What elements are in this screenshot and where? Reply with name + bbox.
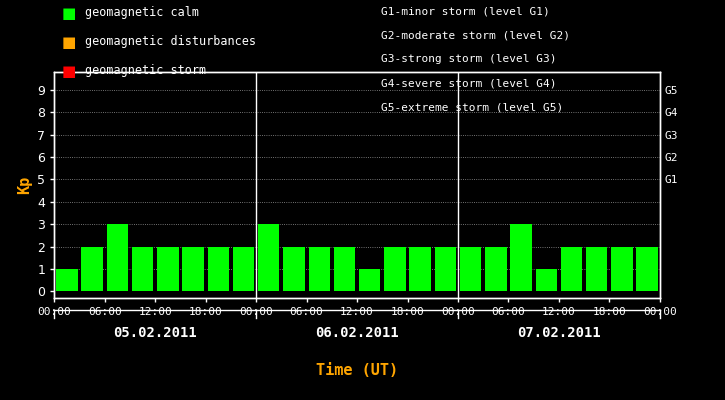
- Y-axis label: Kp: Kp: [17, 176, 32, 194]
- Text: G4-severe storm (level G4): G4-severe storm (level G4): [381, 78, 556, 88]
- Text: 05.02.2011: 05.02.2011: [113, 326, 197, 340]
- Bar: [536, 269, 557, 291]
- Bar: [107, 224, 128, 291]
- Text: geomagnetic storm: geomagnetic storm: [85, 64, 206, 77]
- Text: ■: ■: [62, 6, 76, 21]
- Bar: [283, 246, 304, 291]
- Bar: [586, 246, 608, 291]
- Bar: [233, 246, 254, 291]
- Text: G3-strong storm (level G3): G3-strong storm (level G3): [381, 54, 556, 64]
- Bar: [334, 246, 355, 291]
- Text: 07.02.2011: 07.02.2011: [517, 326, 601, 340]
- Text: geomagnetic disturbances: geomagnetic disturbances: [85, 35, 256, 48]
- Bar: [359, 269, 381, 291]
- Text: G5-extreme storm (level G5): G5-extreme storm (level G5): [381, 102, 563, 112]
- Text: G2-moderate storm (level G2): G2-moderate storm (level G2): [381, 30, 570, 40]
- Bar: [384, 246, 405, 291]
- Text: ■: ■: [62, 64, 76, 78]
- Bar: [460, 246, 481, 291]
- Bar: [157, 246, 178, 291]
- Text: geomagnetic calm: geomagnetic calm: [85, 6, 199, 19]
- Bar: [309, 246, 330, 291]
- Bar: [434, 246, 456, 291]
- Bar: [132, 246, 154, 291]
- Bar: [560, 246, 582, 291]
- Text: ■: ■: [62, 35, 76, 50]
- Bar: [81, 246, 103, 291]
- Text: G1-minor storm (level G1): G1-minor storm (level G1): [381, 6, 550, 16]
- Bar: [258, 224, 280, 291]
- Bar: [183, 246, 204, 291]
- Bar: [207, 246, 229, 291]
- Bar: [485, 246, 507, 291]
- Bar: [637, 246, 658, 291]
- Text: Time (UT): Time (UT): [316, 363, 398, 378]
- Bar: [611, 246, 633, 291]
- Bar: [510, 224, 531, 291]
- Text: 06.02.2011: 06.02.2011: [315, 326, 399, 340]
- Bar: [57, 269, 78, 291]
- Bar: [410, 246, 431, 291]
